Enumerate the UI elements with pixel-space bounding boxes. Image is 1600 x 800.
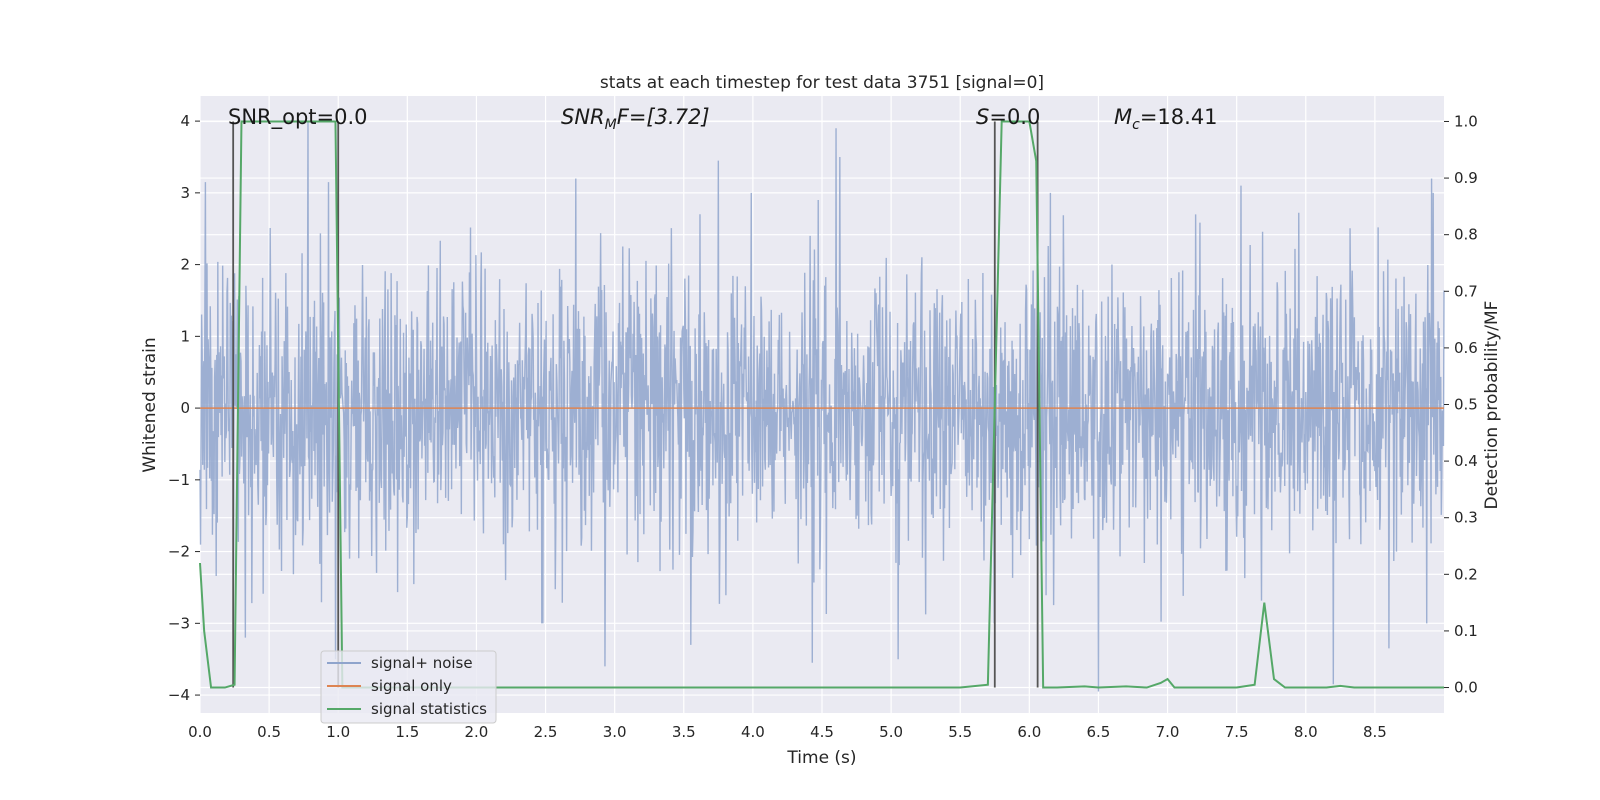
legend-box [320,650,497,724]
legend-label-signal-only: signal only [371,677,452,695]
signal-noise-line [199,121,1445,692]
x-tick-label-1: 0.5 [257,723,281,741]
x-tick-label-0: 0.0 [188,723,212,741]
y2-tick-label-1: 0.9 [1454,169,1478,187]
signal-statistics-series [199,120,1444,689]
y-tick-label-4: 0 [180,399,190,417]
legend-label-signal-noise: signal+ noise [371,654,473,672]
chart-title: stats at each timestep for test data 375… [600,73,1044,93]
y-tick-label-6: −2 [168,543,190,561]
axis-ticks: 0.0 0.5 1.0 1.5 2.0 2.5 3.0 3.5 4.0 4.5 5.0 5.5 6.0 6… [168,112,1478,741]
y2-tick-label-8: 0.2 [1454,565,1478,583]
x-tick-label-7: 3.5 [672,723,696,741]
x-tick-label-4: 2.0 [465,723,489,741]
annotation-snr-opt: SNR_opt=0.0 [228,105,368,130]
annotation-snr-mf: SNRMF=[3.72] [561,105,710,133]
y2-axis-label: Detection probability/MF [1482,301,1502,510]
y-tick-label-3: 1 [180,327,190,345]
y-axis-label: Whitened strain [140,337,160,472]
x-tick-label-8: 4.0 [741,723,765,741]
y-tick-label-2: 2 [180,256,190,274]
x-tick-label-14: 7.0 [1156,723,1180,741]
y2-tick-label-9: 0.1 [1454,622,1478,640]
x-tick-label-10: 5.0 [879,723,903,741]
y-tick-label-1: 3 [180,184,190,202]
x-tick-label-2: 1.0 [326,723,350,741]
y2-tick-label-2: 0.8 [1454,226,1478,244]
x-tick-label-11: 5.5 [948,723,972,741]
signal-noise-series [199,121,1445,692]
y2-tick-label-4: 0.6 [1454,339,1478,357]
annotation-s: S=0.0 [976,105,1040,129]
y2-tick-label-6: 0.4 [1454,452,1478,470]
x-tick-label-16: 8.0 [1294,723,1318,741]
y-tick-label-7: −3 [168,614,190,632]
x-tick-label-15: 7.5 [1225,723,1249,741]
legend-label-signal-statistics: signal statistics [371,700,487,718]
x-tick-label-13: 6.5 [1087,723,1111,741]
x-tick-label-12: 6.0 [1017,723,1041,741]
x-tick-label-9: 4.5 [810,723,834,741]
y-tick-label-5: −1 [168,471,190,489]
y-tick-label-0: 4 [180,112,190,130]
signal-statistics-line [199,120,1444,689]
x-tick-label-17: 8.5 [1363,723,1387,741]
annotation-mc: Mc=18.41 [1114,105,1218,133]
x-tick-label-6: 3.0 [603,723,627,741]
y2-tick-label-0: 1.0 [1454,112,1478,130]
x-tick-label-5: 2.5 [534,723,558,741]
legend: signal+ noise signal only signal statist… [320,650,497,724]
x-axis-label: Time (s) [786,748,856,768]
y2-tick-label-3: 0.7 [1454,282,1478,300]
y-tick-label-8: −4 [168,686,190,704]
y2-tick-label-5: 0.5 [1454,396,1478,414]
y2-tick-label-7: 0.3 [1454,509,1478,527]
x-tick-label-3: 1.5 [395,723,419,741]
y2-tick-label-10: 0.0 [1454,679,1478,697]
